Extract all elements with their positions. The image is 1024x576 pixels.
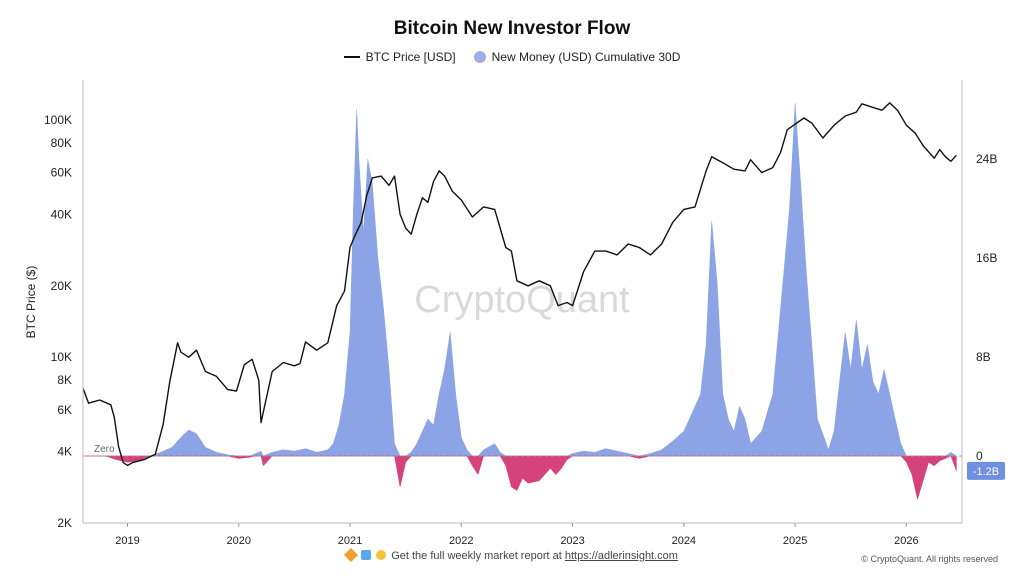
x-tick-label: 2024 — [672, 535, 696, 547]
x-tick-label: 2021 — [338, 535, 362, 547]
last-value-badge — [967, 461, 1005, 480]
price-line-group — [82, 102, 957, 467]
x-tick-label: 2025 — [783, 535, 807, 547]
legend-label-price: BTC Price [USD] — [365, 50, 456, 64]
y2-tick-label: 0 — [976, 449, 983, 463]
y-tick-label: 6K — [57, 403, 72, 417]
y-tick-label: 4K — [57, 445, 72, 459]
footer: Get the full weekly market report at htt… — [0, 547, 1024, 563]
y2-tick-label: 8B — [976, 350, 991, 364]
legend-line-swatch — [343, 56, 360, 58]
legend-label-flow: New Money (USD) Cumulative 30D — [491, 50, 681, 64]
price-line — [82, 102, 957, 467]
y-tick-label: 8K — [57, 373, 72, 387]
y2-tick-label: 16B — [976, 251, 997, 265]
y-axis-title: BTC Price ($) — [24, 266, 38, 339]
y-tick-label: 20K — [51, 279, 72, 293]
flow-area-negative — [83, 455, 957, 501]
footer-link[interactable]: https://adlerinsight.com — [564, 550, 678, 562]
chart-legend: BTC Price [USD] New Money (USD) Cumulati… — [0, 50, 1024, 64]
hands-icon — [376, 550, 387, 560]
x-tick-label: 2023 — [560, 535, 584, 547]
x-tick-label: 2022 — [449, 535, 473, 547]
y-tick-label: 10K — [51, 350, 72, 364]
y-tick-label: 40K — [51, 207, 72, 221]
last-value-label: -1.2B — [973, 466, 999, 478]
x-tick-label: 2026 — [894, 535, 918, 547]
y2-tick-label: 24B — [976, 152, 997, 166]
footer-text: Get the full weekly market report at — [391, 550, 562, 562]
chart-title: Bitcoin New Investor Flow — [393, 18, 631, 39]
y-tick-label: 2K — [57, 516, 72, 530]
axes-group: 2K 4K 6K 8K 10K 20K 40K 60K 80K 100K 0 8B 16B 24B 2019… — [24, 80, 1005, 547]
x-tick-label: 2020 — [227, 535, 251, 547]
zero-label: Zero — [94, 444, 115, 455]
y-tick-label: 60K — [51, 166, 72, 180]
y-tick-label: 100K — [44, 113, 72, 127]
diamond-icon — [343, 547, 359, 563]
x-tick-label: 2019 — [115, 535, 139, 547]
copyright-text: © CryptoQuant. All rights reserved — [861, 554, 998, 564]
legend-item-price[interactable]: BTC Price [USD] — [343, 50, 456, 64]
legend-item-flow[interactable]: New Money (USD) Cumulative 30D — [473, 50, 681, 64]
legend-dot-swatch — [473, 51, 486, 63]
gem-icon — [361, 550, 372, 560]
y-tick-label: 80K — [51, 136, 72, 150]
watermark: CryptoQuant — [414, 279, 630, 321]
